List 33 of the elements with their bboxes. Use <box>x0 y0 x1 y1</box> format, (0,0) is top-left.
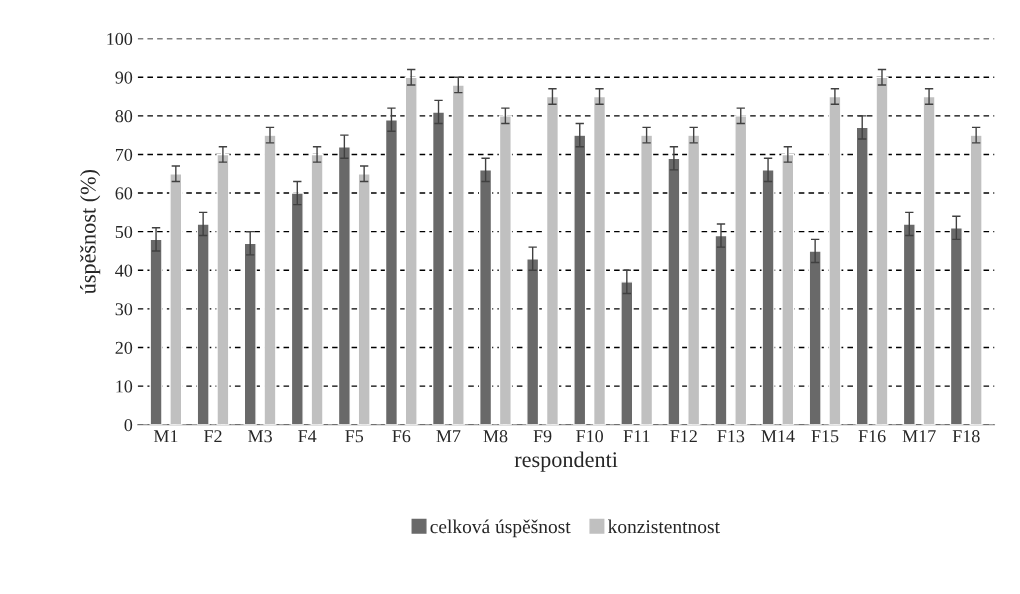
x-tick-label: M3 <box>248 430 272 443</box>
legend-label: konzistentnost <box>608 519 720 534</box>
y-tick-label: 0 <box>124 418 133 432</box>
y-tick-label: 50 <box>115 225 133 239</box>
x-tick-label: F16 <box>858 430 886 443</box>
x-tick-label: M14 <box>761 430 795 443</box>
y-tick-label: 100 <box>107 32 133 46</box>
x-tick-label: F10 <box>576 430 603 443</box>
x-tick-label: F11 <box>623 430 650 443</box>
x-tick-label: F15 <box>811 430 839 443</box>
y-tick-label: 80 <box>115 110 133 123</box>
x-tick-label: M1 <box>153 430 178 443</box>
legend-label: celková úspěšnost <box>430 519 571 538</box>
y-tick-label: 70 <box>115 148 133 161</box>
y-tick-label: 60 <box>115 187 133 200</box>
x-tick-label: F2 <box>204 430 222 443</box>
x-axis-title: respondenti <box>514 451 618 472</box>
x-tick-label: M8 <box>483 430 508 443</box>
x-tick-label: F4 <box>298 430 317 443</box>
x-tick-label: F6 <box>392 430 411 443</box>
y-axis-title: úspěšnost (%) <box>80 169 101 295</box>
y-tick-label: 30 <box>115 303 133 316</box>
x-tick-label: F9 <box>533 430 552 443</box>
x-tick-label: F12 <box>670 430 697 443</box>
y-tick-label: 20 <box>115 341 133 354</box>
y-tick-label: 40 <box>115 264 133 277</box>
x-tick-label: M7 <box>436 430 461 443</box>
x-tick-label: M17 <box>902 430 936 443</box>
x-tick-label: F13 <box>717 430 745 443</box>
y-tick-label: 90 <box>115 71 133 84</box>
y-tick-label: 10 <box>116 380 133 393</box>
x-tick-label: F5 <box>345 430 364 443</box>
x-tick-label: F18 <box>952 430 980 443</box>
